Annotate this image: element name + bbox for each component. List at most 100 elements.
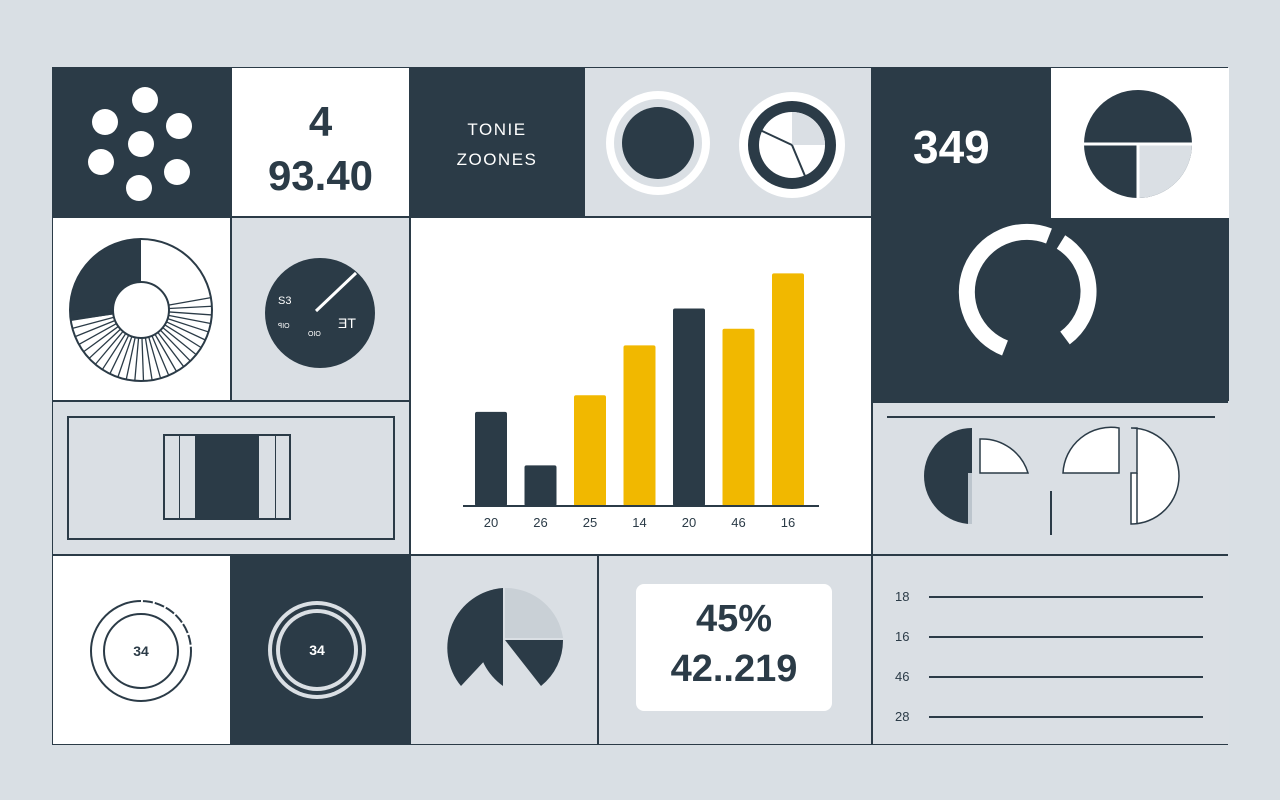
- radial-spoke: [166, 321, 206, 341]
- radial-spoke: [167, 318, 209, 333]
- percent-tile: 45% 42..219: [599, 556, 871, 744]
- circles-tile: [585, 68, 871, 216]
- radial-tile: [53, 218, 230, 400]
- gauge-label-left: S3: [278, 295, 291, 307]
- stat-a-line1: 4: [308, 98, 333, 145]
- list-tile: 18 16 46 28: [873, 556, 1229, 744]
- dots-cluster-icon: [88, 87, 192, 201]
- split-pie-icons: [887, 416, 1215, 535]
- swatch-stripe-left: [179, 436, 180, 518]
- swatch-stripe-right: [275, 436, 276, 518]
- radial-spoke: [168, 297, 212, 306]
- list-item-line: [929, 676, 1203, 678]
- percent-card: 45% 42..219: [636, 584, 832, 711]
- radial-burst-icon: [69, 238, 213, 382]
- dashboard-board: 4 93.40 TONIE ZOONES 349: [52, 67, 1229, 745]
- radial-spoke: [117, 336, 133, 378]
- pie-white-box: [1051, 68, 1229, 218]
- pie-slice-icon: [447, 587, 564, 686]
- list-item-label: 18: [895, 589, 910, 604]
- bar-2: [574, 395, 606, 506]
- list-item-line: [929, 716, 1203, 718]
- radial-spoke: [125, 337, 136, 380]
- radial-spoke: [168, 314, 211, 325]
- label-tile-line1: TONIE: [467, 120, 527, 139]
- gauge-small-2: OIO: [308, 331, 321, 338]
- percent-line2: 42..219: [670, 648, 798, 690]
- radial-spoke: [83, 325, 119, 353]
- swatch-fill: [195, 436, 259, 518]
- bar-chart-panel: 20 26 25 14 20 46 16: [411, 218, 871, 554]
- ring-white-icon: 34: [90, 598, 194, 702]
- radial-spoke: [144, 337, 153, 381]
- list-item: 18: [895, 589, 1205, 604]
- radial-spoke: [168, 311, 212, 316]
- percent-line1: 45%: [695, 598, 773, 640]
- stat-a-line2: 93.40: [267, 152, 374, 199]
- radial-spoke: [69, 309, 114, 312]
- gauge-dial-icon: S3 ƎT ꟼIO OIO: [265, 258, 375, 368]
- radial-spoke: [162, 327, 197, 356]
- radial-spoke: [159, 329, 191, 362]
- x-tick-label: 46: [731, 515, 745, 530]
- ring-white-value: 34: [133, 643, 149, 659]
- radial-spoke: [74, 319, 116, 338]
- radial-spoke: [88, 328, 121, 359]
- quarter-pie-icon: [1084, 90, 1192, 198]
- circle-icons: [606, 91, 845, 198]
- radial-spoke: [151, 335, 170, 376]
- list-item: 28: [895, 709, 1205, 724]
- stat-tile-a: 4 93.40: [232, 68, 409, 216]
- radial-spoke: [109, 334, 130, 375]
- bar-1: [524, 465, 557, 506]
- bar-5: [722, 328, 755, 506]
- open-ring-icon: [958, 223, 1097, 356]
- label-tile: TONIE ZOONES: [411, 68, 583, 216]
- radial-spoke: [70, 313, 114, 321]
- bar-chart: 20 26 25 14 20 46 16: [463, 273, 819, 530]
- list-item-label: 16: [895, 629, 910, 644]
- x-tick-label: 26: [533, 515, 547, 530]
- ring-tile-white: 34: [53, 556, 230, 744]
- stat-b-value: 349: [913, 121, 990, 173]
- list-item: 46: [895, 669, 1205, 684]
- list-item-label: 28: [895, 709, 910, 724]
- list-item-line: [929, 636, 1203, 638]
- radial-spoke: [154, 333, 178, 372]
- list-item: 16: [895, 629, 1205, 644]
- radial-spoke: [157, 331, 185, 368]
- radial-spoke: [164, 324, 202, 349]
- pie-slice-tile: [411, 556, 597, 744]
- swatch-block: [163, 434, 291, 520]
- x-tick-label: 25: [583, 515, 597, 530]
- swatch-frame: [67, 416, 395, 540]
- label-tile-line2: ZOONES: [456, 150, 538, 169]
- gauge-label-right: ƎT: [338, 315, 356, 331]
- bar-0: [475, 411, 507, 506]
- list-item-label: 46: [895, 669, 910, 684]
- radial-spoke: [141, 337, 145, 381]
- radial-spoke: [134, 337, 140, 381]
- radial-spoke: [168, 305, 212, 310]
- swatch-tile: [53, 402, 409, 554]
- bar-4: [673, 308, 705, 506]
- gauge-tile: S3 ƎT ꟼIO OIO: [232, 218, 409, 400]
- ring-tile-dark: 34: [232, 556, 409, 744]
- bar-3: [623, 345, 656, 506]
- dots-tile: [53, 68, 230, 216]
- x-tick-label: 16: [781, 515, 795, 530]
- x-tick-label: 14: [632, 515, 646, 530]
- x-tick-label: 20: [682, 515, 696, 530]
- split-pie-tile: [873, 403, 1229, 554]
- radial-spoke: [78, 323, 117, 345]
- ring-dark-icon: 34: [268, 601, 366, 699]
- gauge-small-1: ꟼIO: [278, 322, 290, 330]
- ring-dark-value: 34: [309, 642, 325, 658]
- x-tick-label: 20: [484, 515, 498, 530]
- radial-spoke: [72, 316, 115, 330]
- list-item-line: [929, 596, 1203, 598]
- radial-spoke: [94, 331, 124, 365]
- bar-6: [772, 273, 804, 506]
- radial-spoke: [101, 333, 127, 370]
- stat-tile-b: 349: [873, 68, 1229, 401]
